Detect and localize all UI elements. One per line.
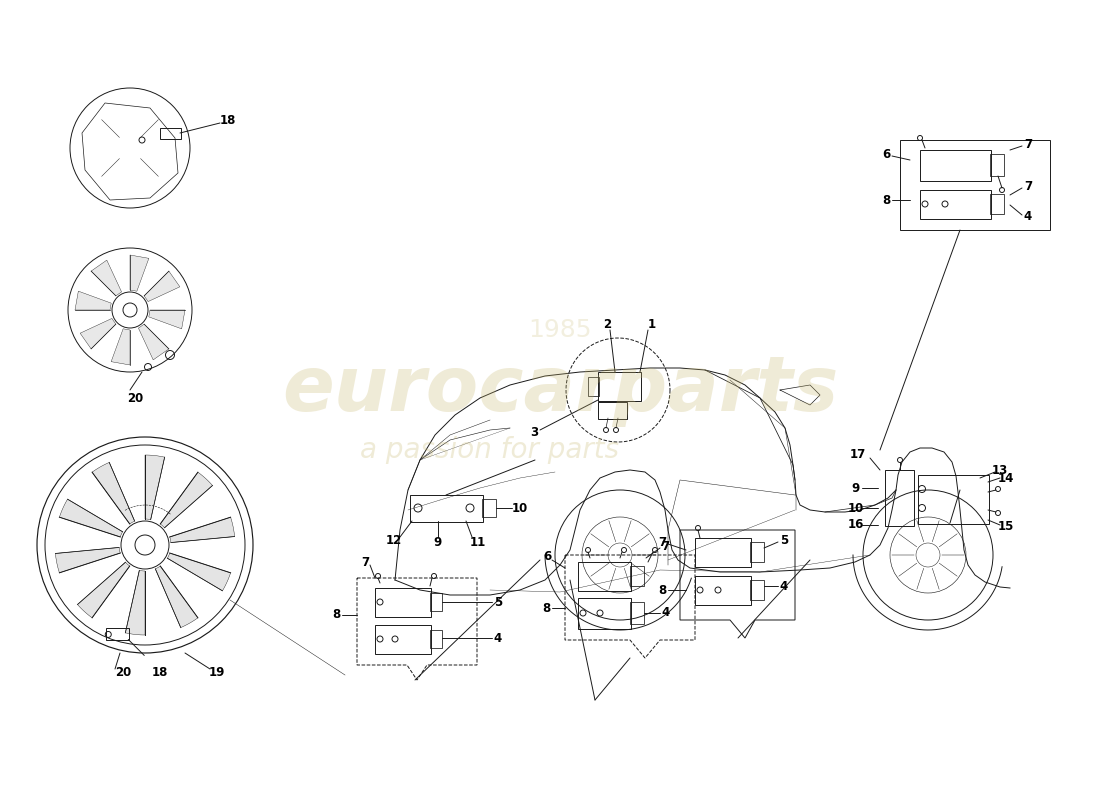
Text: 13: 13 (992, 463, 1008, 477)
Polygon shape (92, 462, 134, 524)
Text: eurocarparts: eurocarparts (282, 353, 838, 427)
Polygon shape (125, 570, 145, 635)
Text: 1985: 1985 (528, 318, 592, 342)
Text: 2: 2 (603, 318, 612, 331)
Text: 8: 8 (332, 609, 340, 622)
Text: 7: 7 (361, 555, 370, 569)
Text: 7: 7 (658, 535, 667, 549)
Text: 1: 1 (648, 318, 656, 331)
Text: 4: 4 (662, 606, 670, 619)
Text: 18: 18 (220, 114, 236, 126)
Text: 3: 3 (530, 426, 538, 439)
Text: 7: 7 (661, 539, 669, 553)
Text: 5: 5 (780, 534, 788, 546)
Text: 7: 7 (1024, 181, 1032, 194)
Text: 6: 6 (543, 550, 551, 563)
Text: 20: 20 (126, 391, 143, 405)
Text: 16: 16 (848, 518, 865, 531)
Polygon shape (91, 260, 122, 296)
Text: 7: 7 (1024, 138, 1032, 151)
Text: 12: 12 (386, 534, 403, 547)
Text: 14: 14 (998, 471, 1014, 485)
Polygon shape (145, 455, 165, 520)
Text: 8: 8 (658, 583, 667, 597)
Polygon shape (144, 271, 180, 302)
Text: 4: 4 (1024, 210, 1032, 223)
Text: 10: 10 (848, 502, 865, 514)
Text: 4: 4 (780, 579, 788, 593)
Polygon shape (139, 324, 169, 360)
Text: 11: 11 (470, 535, 486, 549)
Text: 17: 17 (849, 447, 866, 461)
Polygon shape (55, 547, 120, 573)
Text: 8: 8 (542, 602, 550, 614)
Text: 8: 8 (882, 194, 890, 206)
Polygon shape (169, 517, 234, 542)
Polygon shape (77, 562, 130, 618)
Text: a passion for parts: a passion for parts (361, 436, 619, 464)
Polygon shape (130, 255, 148, 291)
Text: 19: 19 (209, 666, 226, 679)
Text: 9: 9 (433, 535, 442, 549)
Text: 10: 10 (512, 502, 528, 514)
Polygon shape (75, 291, 111, 310)
Text: 6: 6 (882, 147, 890, 161)
Text: 9: 9 (851, 482, 860, 494)
Polygon shape (59, 499, 122, 537)
Polygon shape (148, 310, 185, 329)
Polygon shape (80, 318, 116, 349)
Polygon shape (155, 566, 198, 628)
Text: 20: 20 (114, 666, 131, 679)
Polygon shape (167, 553, 231, 591)
Text: 15: 15 (998, 521, 1014, 534)
Text: 4: 4 (494, 631, 502, 645)
Polygon shape (111, 329, 130, 365)
Polygon shape (161, 472, 212, 528)
Text: 5: 5 (494, 595, 502, 609)
Text: 18: 18 (152, 666, 168, 679)
